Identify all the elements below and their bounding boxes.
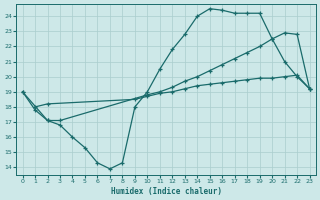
X-axis label: Humidex (Indice chaleur): Humidex (Indice chaleur) [111, 187, 221, 196]
